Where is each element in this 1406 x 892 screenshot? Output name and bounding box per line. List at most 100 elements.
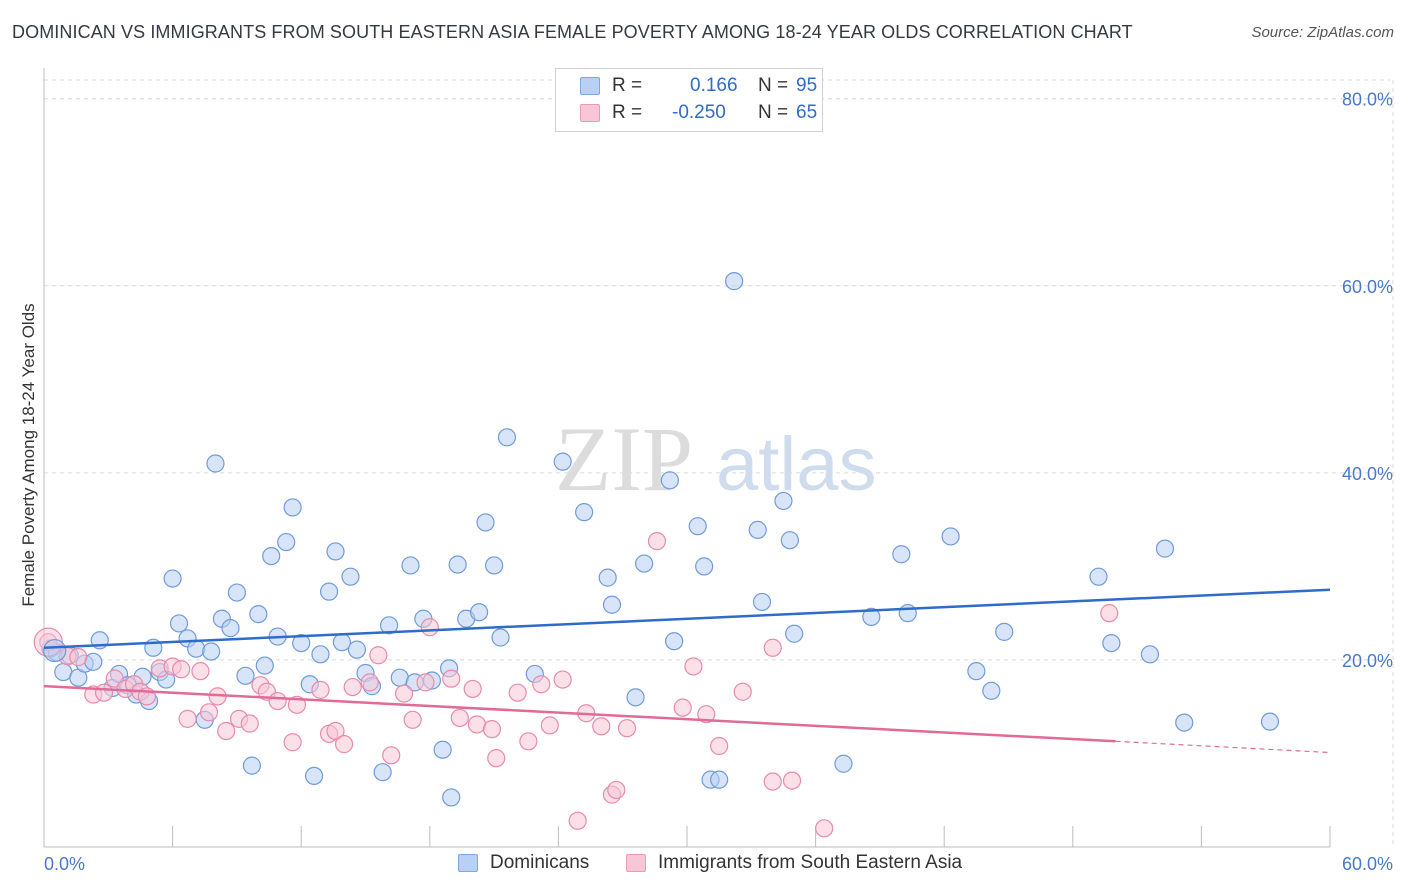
correlation-legend: R = 0.166 N = 95 R = -0.250 N = 65 [555, 68, 823, 132]
data-point [236, 666, 255, 685]
data-point [442, 788, 461, 807]
data-point [598, 568, 617, 587]
bottom-legend-label: Immigrants from South Eastern Asia [658, 852, 963, 873]
data-point [995, 622, 1014, 641]
data-point [448, 555, 467, 574]
axis-labels: 20.0% 40.0% 60.0% 80.0% 0.0% 60.0% [44, 90, 1393, 874]
data-point [898, 604, 917, 623]
data-point [401, 556, 420, 575]
data-point [508, 683, 527, 702]
legend-swatch-dominicans [580, 77, 600, 95]
source-label[interactable]: Source: ZipAtlas.com [1251, 24, 1394, 41]
data-point [697, 705, 716, 724]
data-point [94, 683, 114, 702]
data-point [834, 754, 853, 773]
legend-swatch-immigrants [580, 104, 600, 122]
data-point [84, 652, 103, 671]
data-point-large [43, 638, 67, 663]
data-point [763, 772, 782, 791]
data-point [450, 708, 469, 728]
data-point [217, 721, 236, 741]
watermark-atlas: atlas [716, 422, 877, 507]
data-point [332, 633, 352, 652]
data-point [255, 656, 274, 675]
data-point [311, 645, 330, 664]
data-point [262, 547, 281, 566]
x-tick-label: 0.0% [44, 854, 85, 874]
data-point [199, 703, 219, 722]
data-point [688, 517, 707, 536]
data-point [982, 681, 1001, 700]
trend-line-immigrants [43, 684, 1116, 743]
data-point [491, 628, 510, 647]
data-point [892, 545, 911, 564]
y-axis-title: Female Poverty Among 18-24 Year Olds [19, 303, 38, 606]
data-point [304, 766, 324, 786]
data-point [178, 709, 197, 728]
data-point [635, 554, 654, 573]
legend-n-label: N = [758, 102, 789, 123]
data-point [752, 592, 772, 612]
data-point [1155, 539, 1175, 558]
legend-r-value: -0.250 [672, 102, 726, 123]
data-point [326, 721, 345, 741]
data-point [607, 780, 626, 800]
data-point [626, 688, 645, 707]
data-point [592, 717, 611, 736]
chart-title: DOMINICAN VS IMMIGRANTS FROM SOUTH EASTE… [12, 22, 1133, 42]
data-point [725, 272, 744, 291]
data-point [187, 639, 206, 658]
data-point [326, 542, 345, 561]
data-point [774, 491, 793, 511]
data-point [202, 642, 221, 661]
data-point [341, 567, 360, 586]
bottom-legend-swatch-dominicans [458, 854, 478, 872]
data-point [941, 527, 960, 546]
data-point [191, 662, 210, 681]
data-point [283, 733, 302, 752]
data-point [268, 691, 287, 711]
data-point [782, 771, 802, 790]
data-point [172, 660, 191, 679]
data-point [319, 582, 339, 601]
legend-r-label: R = [612, 75, 643, 96]
data-point [1089, 567, 1108, 586]
data-point [748, 520, 767, 540]
data-point [379, 616, 399, 635]
data-point [763, 638, 782, 657]
data-point [487, 749, 506, 768]
axes [43, 68, 1331, 848]
data-point [482, 720, 502, 739]
y-tick-label: 20.0% [1342, 651, 1393, 671]
data-point [373, 763, 392, 782]
x-tick-label: 60.0% [1342, 854, 1393, 874]
data-point [403, 710, 422, 729]
data-point [463, 679, 482, 699]
data-point [277, 532, 296, 552]
data-point [227, 583, 246, 602]
data-point [347, 640, 367, 659]
watermark-zip: ZIP [555, 408, 693, 510]
data-point [360, 673, 379, 692]
data-point [575, 503, 594, 522]
data-point [169, 614, 189, 633]
trend-line-extension [1115, 740, 1331, 754]
data-point [733, 682, 752, 701]
data-point [710, 736, 729, 756]
data-point [311, 680, 330, 699]
data-point [69, 648, 88, 667]
data-point [553, 452, 572, 471]
data-point [710, 770, 729, 789]
data-point [467, 715, 487, 734]
data-point [967, 662, 986, 681]
trend-lines [43, 588, 1331, 754]
data-point [476, 513, 495, 532]
data-point [519, 732, 538, 751]
data-point [283, 498, 302, 517]
data-point [433, 740, 452, 759]
data-point [343, 677, 362, 697]
data-point [334, 735, 354, 754]
data-point [665, 632, 684, 651]
data-point [1102, 633, 1121, 653]
